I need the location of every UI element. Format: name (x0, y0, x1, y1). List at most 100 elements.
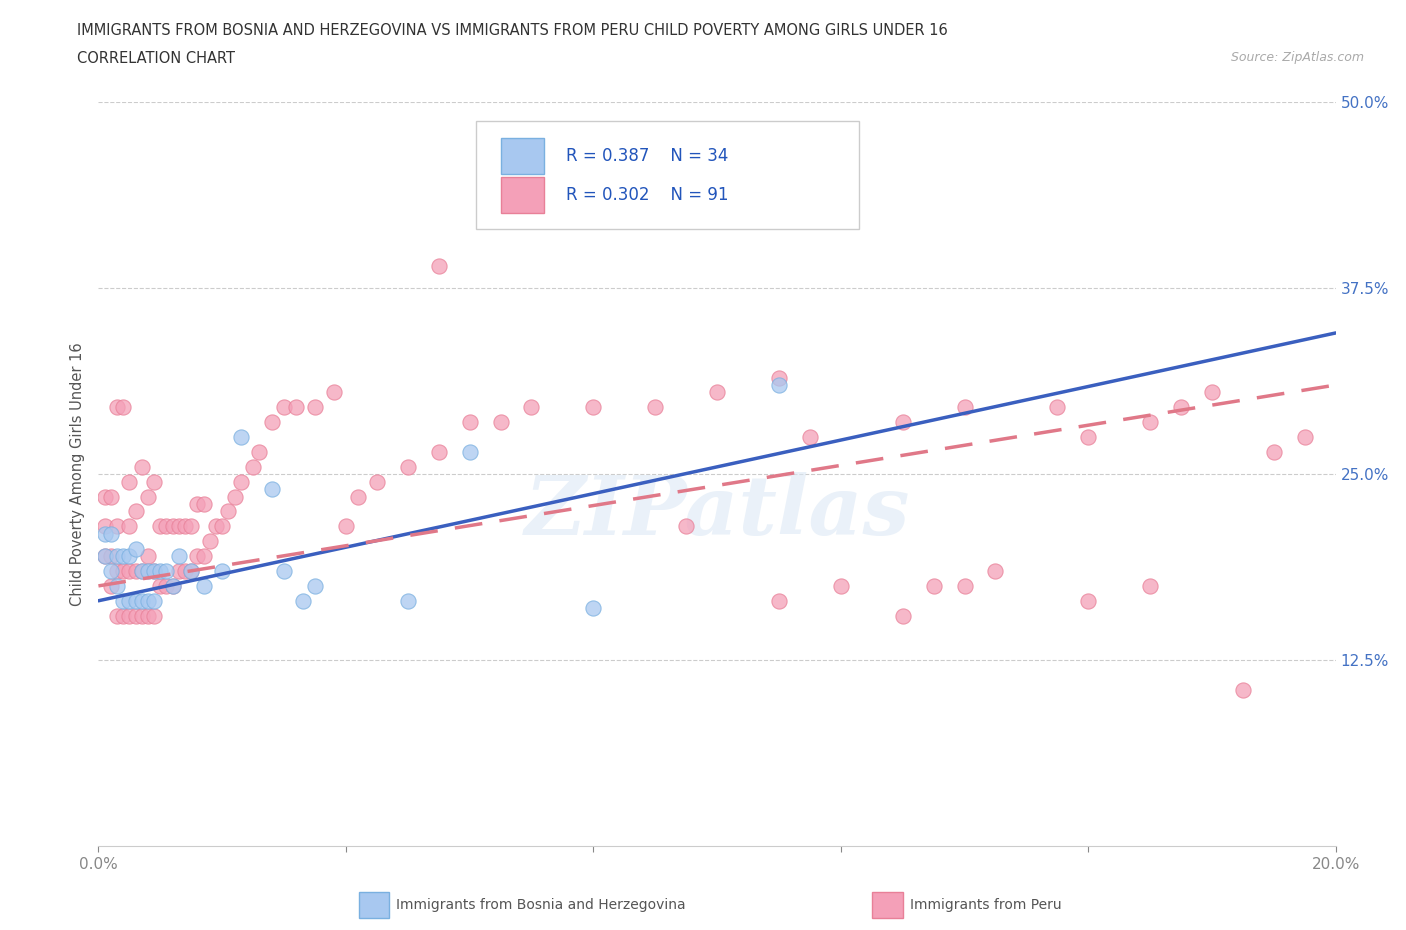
Point (304, 578, 326, 593)
Point (93, 549, 115, 564)
Point (136, 593, 159, 608)
Point (162, 578, 184, 593)
Point (155, 564, 177, 578)
Point (167, 564, 190, 578)
Point (131, 608, 153, 623)
Point (149, 578, 172, 593)
Point (922, 578, 945, 593)
Point (93, 549, 115, 564)
Point (124, 541, 146, 556)
Point (112, 400, 135, 415)
Point (205, 519, 228, 534)
Point (304, 400, 326, 415)
Point (112, 549, 135, 564)
Point (458, 415, 481, 430)
Point (260, 415, 283, 430)
Point (155, 519, 177, 534)
Point (174, 564, 197, 578)
Point (105, 564, 128, 578)
Point (112, 608, 135, 623)
Point (582, 400, 605, 415)
Point (1201, 385, 1223, 400)
Point (124, 593, 146, 608)
Point (247, 445, 270, 459)
Point (768, 378, 790, 392)
Text: IMMIGRANTS FROM BOSNIA AND HERZEGOVINA VS IMMIGRANTS FROM PERU CHILD POVERTY AMO: IMMIGRANTS FROM BOSNIA AND HERZEGOVINA V… (77, 23, 948, 38)
Point (100, 489, 122, 504)
Text: ZIPatlas: ZIPatlas (524, 472, 910, 551)
Point (162, 519, 184, 534)
Point (100, 549, 122, 564)
FancyBboxPatch shape (501, 178, 544, 213)
Point (953, 400, 976, 415)
Point (891, 608, 914, 623)
Point (143, 608, 166, 623)
Point (167, 519, 190, 534)
Point (100, 578, 122, 593)
Point (706, 385, 728, 400)
Point (644, 400, 666, 415)
Y-axis label: Child Poverty Among Girls Under 16: Child Poverty Among Girls Under 16 (70, 342, 86, 606)
Point (224, 489, 246, 504)
Point (1077, 593, 1099, 608)
Point (193, 578, 215, 593)
Point (124, 504, 146, 519)
Point (180, 519, 202, 534)
Point (118, 474, 141, 489)
Point (93, 489, 115, 504)
Point (1046, 400, 1069, 415)
Point (180, 564, 202, 578)
Point (136, 564, 159, 578)
Point (211, 519, 233, 534)
Point (124, 564, 146, 578)
Point (143, 474, 166, 489)
Point (366, 474, 388, 489)
Point (118, 608, 141, 623)
Point (162, 578, 184, 593)
FancyBboxPatch shape (501, 138, 544, 174)
Point (186, 497, 208, 512)
Point (322, 385, 344, 400)
Point (93, 526, 115, 541)
Point (211, 564, 233, 578)
Point (198, 534, 221, 549)
Point (489, 415, 512, 430)
Point (582, 601, 605, 616)
Point (136, 549, 159, 564)
Point (193, 497, 215, 512)
Point (1170, 400, 1192, 415)
Point (105, 400, 128, 415)
Point (768, 370, 790, 385)
Point (118, 549, 141, 564)
Point (458, 445, 481, 459)
Point (112, 593, 135, 608)
Point (149, 519, 172, 534)
Point (143, 564, 166, 578)
Point (124, 608, 146, 623)
Point (427, 445, 450, 459)
Point (112, 564, 135, 578)
Point (273, 400, 295, 415)
Point (105, 549, 128, 564)
Point (891, 415, 914, 430)
Point (100, 564, 122, 578)
Point (1139, 578, 1161, 593)
Point (260, 482, 283, 497)
Point (217, 504, 239, 519)
Text: Source: ZipAtlas.com: Source: ZipAtlas.com (1230, 51, 1364, 64)
Text: CORRELATION CHART: CORRELATION CHART (77, 51, 235, 66)
Point (1139, 415, 1161, 430)
Point (118, 564, 141, 578)
Point (149, 564, 172, 578)
Point (675, 519, 697, 534)
Point (143, 593, 166, 608)
Point (396, 593, 419, 608)
Point (229, 474, 252, 489)
Point (105, 519, 128, 534)
FancyBboxPatch shape (475, 121, 859, 229)
Point (186, 549, 208, 564)
Point (180, 564, 202, 578)
Point (136, 608, 159, 623)
Point (242, 459, 264, 474)
Point (1263, 445, 1285, 459)
